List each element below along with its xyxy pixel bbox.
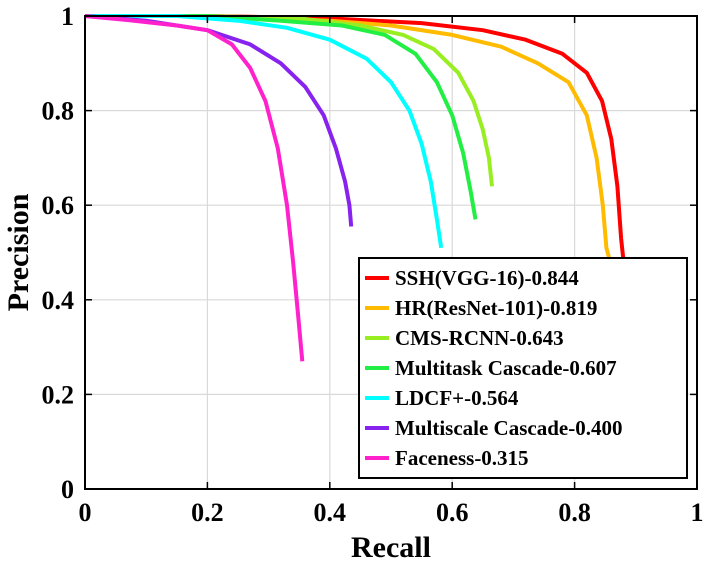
legend-item: HR(ResNet-101)-0.819 [365, 296, 597, 320]
x-tick-label: 0.8 [558, 498, 591, 527]
x-tick-label: 1 [691, 498, 704, 527]
series-layer [84, 14, 626, 362]
legend-label: SSH(VGG-16)-0.844 [395, 266, 579, 290]
legend-box [358, 257, 688, 479]
legend-label: HR(ResNet-101)-0.819 [395, 296, 597, 320]
y-tick-label: 0.6 [42, 191, 75, 220]
y-tick-label: 1 [61, 2, 74, 31]
legend-label: CMS-RCNN-0.643 [395, 326, 564, 350]
series-line-5 [84, 14, 354, 227]
y-tick-label: 0.2 [42, 380, 75, 409]
x-tick-labels: 0 0.2 0.4 0.6 0.8 1 [79, 498, 704, 527]
legend-item: LDCF+-0.564 [365, 386, 519, 410]
series-line-4 [85, 14, 444, 249]
plot-frame [84, 15, 698, 490]
legend-item: Multitask Cascade-0.607 [365, 356, 617, 380]
legend-item: Faceness-0.315 [365, 446, 529, 470]
series-line-2 [85, 14, 494, 187]
legend: SSH(VGG-16)-0.844 HR(ResNet-101)-0.819 CMS… [358, 257, 688, 479]
legend-item: CMS-RCNN-0.643 [365, 326, 564, 350]
x-tick-label: 0.4 [314, 498, 347, 527]
x-tick-label: 0.6 [436, 498, 469, 527]
series-line-1 [85, 14, 611, 258]
legend-item: SSH(VGG-16)-0.844 [365, 266, 579, 290]
y-axis-label: Precision [2, 193, 35, 311]
y-tick-label: 0 [61, 475, 74, 504]
series-line-3 [85, 14, 478, 220]
legend-label: Multitask Cascade-0.607 [395, 356, 617, 380]
x-axis-label: Recall [351, 531, 431, 564]
y-tick-labels: 0 0.2 0.4 0.6 0.8 1 [42, 2, 75, 504]
legend-label: Multiscale Cascade-0.400 [395, 416, 622, 440]
legend-items: SSH(VGG-16)-0.844 HR(ResNet-101)-0.819 CMS… [365, 266, 622, 470]
x-tick-label: 0 [79, 498, 92, 527]
ticks [84, 15, 698, 490]
series-line-6 [84, 14, 305, 362]
y-tick-label: 0.8 [42, 97, 75, 126]
y-tick-label: 0.4 [42, 286, 75, 315]
legend-label: LDCF+-0.564 [395, 386, 519, 410]
legend-item: Multiscale Cascade-0.400 [365, 416, 622, 440]
x-tick-label: 0.2 [191, 498, 224, 527]
legend-label: Faceness-0.315 [395, 446, 529, 470]
